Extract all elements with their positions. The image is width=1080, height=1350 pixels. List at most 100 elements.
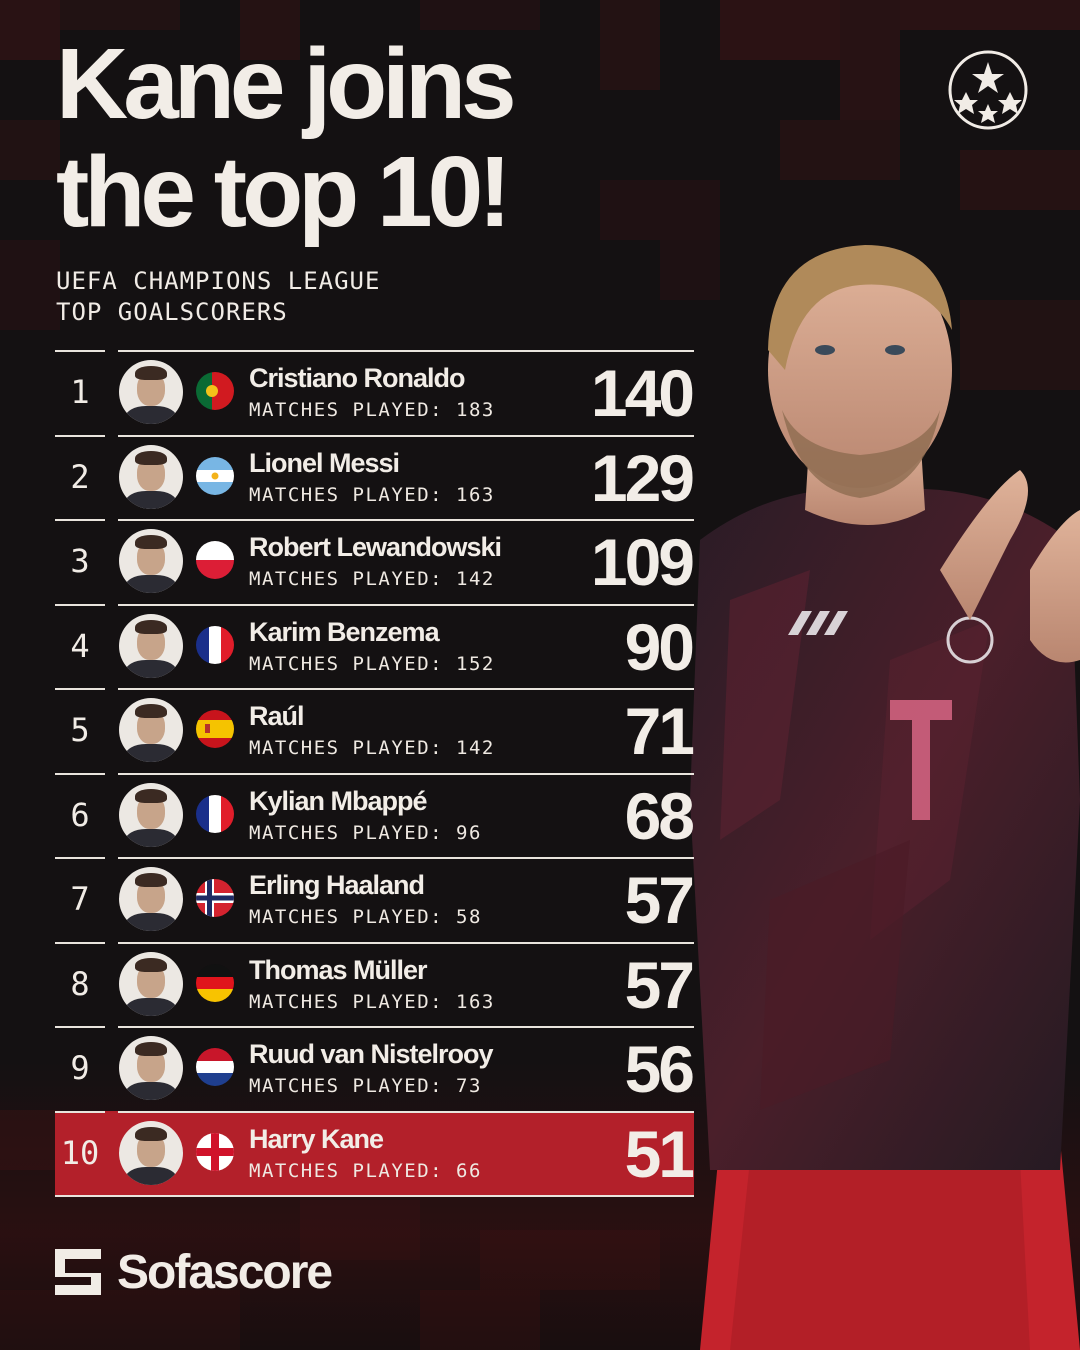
matches-played: MATCHES PLAYED: 142 <box>249 736 495 760</box>
matches-value: 66 <box>456 1159 482 1182</box>
row-divider <box>55 1026 105 1028</box>
player-name: Raúl <box>249 701 305 731</box>
scorer-row: 7 Erling Haaland MATCHES PLAYED: 58 57 <box>55 857 695 941</box>
rank: 6 <box>70 795 90 834</box>
subtitle-line-1: UEFA CHAMPIONS LEAGUE <box>56 267 381 295</box>
goals: 68 <box>624 778 695 853</box>
netherlands-flag-icon <box>196 1048 234 1086</box>
player-avatar <box>119 444 183 509</box>
goals: 57 <box>624 947 695 1022</box>
sofascore-logo-icon <box>55 1249 101 1295</box>
matches-label: MATCHES PLAYED: <box>249 652 444 675</box>
scorer-row: 2 Lionel Messi MATCHES PLAYED: 163 129 <box>55 434 695 519</box>
row-divider <box>118 350 694 352</box>
matches-label: MATCHES PLAYED: <box>249 737 444 759</box>
headline-line-2: the top 10! <box>56 136 512 248</box>
matches-value: 58 <box>456 906 482 928</box>
scorer-row: 9 Ruud van Nistelrooy MATCHES PLAYED: 73 56 <box>55 1026 695 1110</box>
player-name: Kylian Mbappé <box>249 785 428 816</box>
matches-played: MATCHES PLAYED: 96 <box>249 821 482 845</box>
rank: 2 <box>70 457 90 496</box>
player-avatar <box>119 360 183 424</box>
england-flag-icon <box>196 1132 234 1171</box>
matches-value: 163 <box>456 990 495 1013</box>
brand: Sofascore <box>55 1246 333 1299</box>
matches-played: MATCHES PLAYED: 142 <box>249 567 495 591</box>
argentina-flag-icon <box>196 456 234 495</box>
row-divider <box>55 519 105 521</box>
row-divider <box>118 603 694 606</box>
goals: 71 <box>624 694 695 768</box>
player-avatar <box>119 613 183 678</box>
headline-line-1: Kane joins <box>56 28 517 140</box>
player-avatar <box>119 1036 183 1100</box>
rank: 9 <box>70 1049 90 1087</box>
portugal-flag-icon <box>196 372 234 410</box>
matches-value: 73 <box>456 1075 482 1097</box>
subtitle: UEFA CHAMPIONS LEAGUE TOP GOALSCORERS <box>56 266 380 328</box>
row-divider <box>118 941 694 944</box>
row-divider <box>55 688 105 690</box>
player-name: Robert Lewandowski <box>249 532 502 562</box>
matches-value: 183 <box>456 399 495 421</box>
player-name: Cristiano Ronaldo <box>249 363 466 393</box>
matches-label: MATCHES PLAYED: <box>249 1075 444 1097</box>
subtitle-line-2: TOP GOALSCORERS <box>56 298 288 326</box>
scorer-row: 8 Thomas Müller MATCHES PLAYED: 163 57 <box>55 941 695 1026</box>
player-avatar <box>119 867 183 931</box>
row-divider <box>55 857 105 859</box>
row-divider <box>55 1110 105 1113</box>
matches-label: MATCHES PLAYED: <box>249 990 444 1013</box>
player-photo <box>690 245 1080 1350</box>
matches-label: MATCHES PLAYED: <box>249 399 444 421</box>
matches-played: MATCHES PLAYED: 58 <box>249 905 482 929</box>
matches-played: MATCHES PLAYED: 163 <box>249 483 495 507</box>
goals: 90 <box>624 609 695 684</box>
france-flag-icon <box>196 625 234 664</box>
champions-league-starball-icon <box>948 50 1028 130</box>
matches-value: 96 <box>456 821 482 844</box>
scorer-row: 1 Cristiano Ronaldo MATCHES PLAYED: 183 140 <box>55 350 695 434</box>
matches-value: 152 <box>456 652 495 675</box>
goals: 140 <box>590 356 695 430</box>
poland-flag-icon <box>196 541 234 579</box>
headline: Kane joins the top 10! <box>56 28 517 248</box>
rank: 8 <box>70 964 90 1003</box>
row-divider <box>118 434 694 437</box>
rank: 1 <box>70 373 90 411</box>
matches-label: MATCHES PLAYED: <box>249 568 444 590</box>
rank: 5 <box>70 711 90 749</box>
row-divider <box>118 1026 694 1028</box>
matches-label: MATCHES PLAYED: <box>249 906 444 928</box>
germany-flag-icon <box>196 963 234 1002</box>
matches-played: MATCHES PLAYED: 73 <box>249 1074 482 1098</box>
goals: 56 <box>624 1032 695 1106</box>
scorer-row: 4 Karim Benzema MATCHES PLAYED: 152 90 <box>55 603 695 688</box>
matches-value: 142 <box>456 737 495 759</box>
player-avatar <box>119 951 183 1016</box>
goals: 109 <box>590 525 695 599</box>
matches-played: MATCHES PLAYED: 183 <box>249 398 495 422</box>
scorer-row: 5 Raúl MATCHES PLAYED: 142 71 <box>55 688 695 772</box>
row-divider <box>55 603 105 606</box>
player-avatar <box>119 698 183 762</box>
spain-flag-icon <box>196 710 234 748</box>
matches-played: MATCHES PLAYED: 163 <box>249 990 495 1014</box>
player-name: Thomas Müller <box>249 954 428 985</box>
player-name: Ruud van Nistelrooy <box>249 1039 494 1069</box>
matches-label: MATCHES PLAYED: <box>249 1159 444 1182</box>
goals: 129 <box>590 440 695 515</box>
rank: 7 <box>70 880 90 918</box>
norway-flag-icon <box>196 879 234 917</box>
matches-value: 142 <box>456 568 495 590</box>
matches-played: MATCHES PLAYED: 152 <box>249 652 495 676</box>
scorer-row: 3 Robert Lewandowski MATCHES PLAYED: 142 10… <box>55 519 695 603</box>
scorer-row: 6 Kylian Mbappé MATCHES PLAYED: 96 68 <box>55 772 695 857</box>
rank: 4 <box>70 626 90 665</box>
row-divider <box>118 857 694 859</box>
player-name: Harry Kane <box>249 1123 384 1154</box>
goals: 51 <box>624 1116 695 1191</box>
player-name: Erling Haaland <box>249 870 425 900</box>
matches-value: 163 <box>456 483 495 506</box>
matches-label: MATCHES PLAYED: <box>249 821 444 844</box>
